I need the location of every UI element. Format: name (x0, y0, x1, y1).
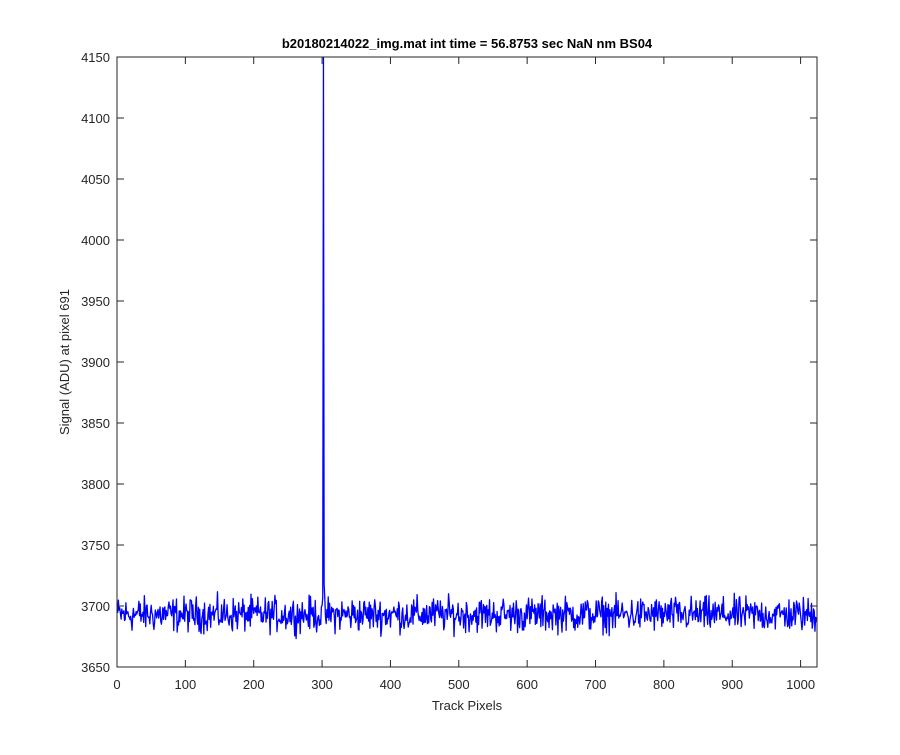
y-axis-label: Signal (ADU) at pixel 691 (57, 289, 72, 435)
y-axis: 3650 3700 3750 3800 3850 3900 3950 4000 4050 4100… (81, 50, 817, 675)
y-tick-label: 3650 (81, 660, 110, 675)
series-layer (117, 57, 817, 640)
x-tick-label: 0 (113, 677, 120, 692)
y-tick-label: 3800 (81, 477, 110, 492)
series-line (117, 57, 817, 640)
x-tick-label: 400 (380, 677, 402, 692)
x-axis: 0 100 200 300 400 500 600 700 800 900 1000 (113, 57, 815, 692)
x-tick-label: 900 (721, 677, 743, 692)
x-axis-label: Track Pixels (432, 698, 503, 713)
y-tick-label: 3750 (81, 538, 110, 553)
chart-title: b20180214022_img.mat int time = 56.8753 … (282, 36, 653, 51)
y-tick-label: 4100 (81, 111, 110, 126)
x-tick-label: 600 (516, 677, 538, 692)
y-tick-label: 3900 (81, 355, 110, 370)
x-tick-label: 200 (243, 677, 265, 692)
x-tick-label: 300 (311, 677, 333, 692)
y-tick-label: 3950 (81, 294, 110, 309)
y-tick-label: 3700 (81, 599, 110, 614)
y-tick-label: 3850 (81, 416, 110, 431)
x-tick-label: 100 (175, 677, 197, 692)
y-tick-label: 4000 (81, 233, 110, 248)
y-tick-label: 4050 (81, 172, 110, 187)
x-tick-label: 700 (585, 677, 607, 692)
x-tick-label: 1000 (786, 677, 815, 692)
x-tick-label: 500 (448, 677, 470, 692)
x-tick-label: 800 (653, 677, 675, 692)
y-tick-label: 4150 (81, 50, 110, 65)
